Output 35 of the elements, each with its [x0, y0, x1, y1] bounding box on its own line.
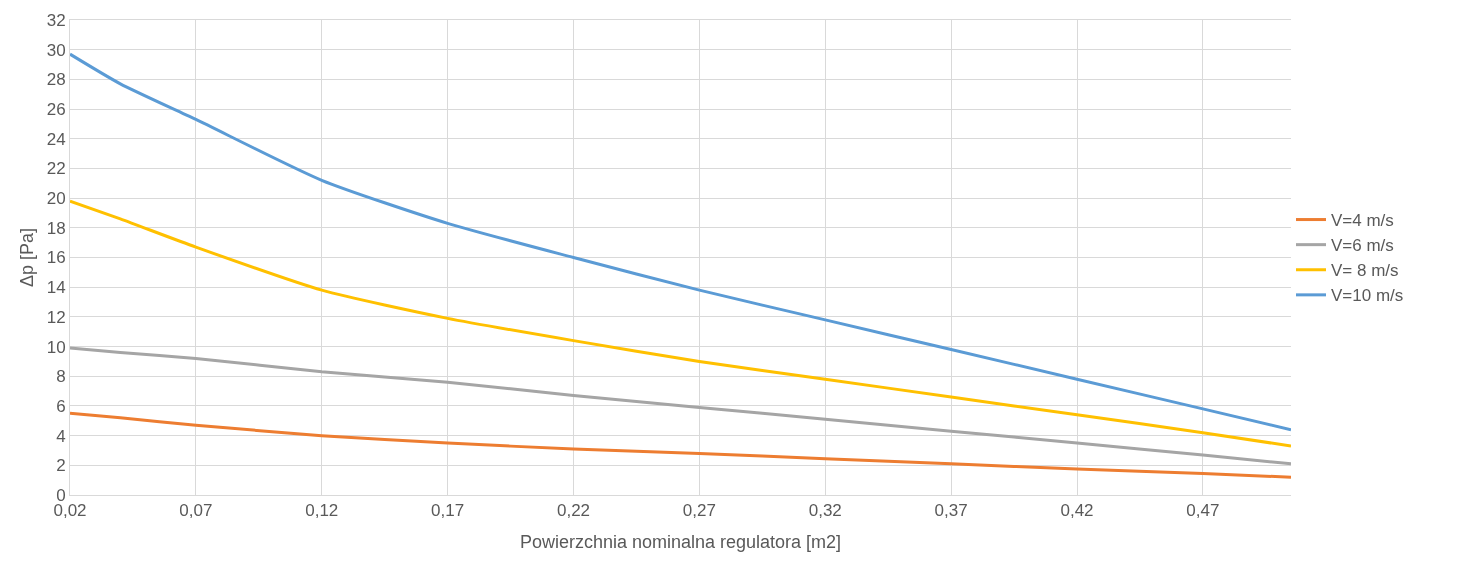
y-tick-label: 6 [56, 396, 66, 416]
x-axis-title: Powierzchnia nominalna regulatora [m2] [519, 531, 842, 552]
legend-label: V= 8 m/s [1331, 261, 1399, 281]
y-tick-label: 10 [46, 337, 66, 357]
x-tick-label: 0,32 [808, 501, 842, 521]
y-tick-label: 2 [56, 456, 66, 476]
line-series [70, 346, 1291, 466]
legend-label: V=4 m/s [1331, 211, 1394, 231]
y-axis-title: Δp [Pa] [16, 227, 37, 288]
y-tick-label: 28 [46, 70, 66, 90]
y-tick-label: 32 [46, 10, 66, 30]
y-tick-label: 16 [46, 248, 66, 268]
y-tick-label: 30 [46, 40, 66, 60]
y-tick-label: 8 [56, 367, 66, 387]
x-tick-label: 0,12 [305, 501, 339, 521]
x-tick-label: 0,47 [1186, 501, 1220, 521]
x-tick-label: 0,37 [934, 501, 968, 521]
y-tick-label: 18 [46, 218, 66, 238]
legend-label: V=6 m/s [1331, 236, 1394, 256]
x-tick-label: 0,07 [179, 501, 213, 521]
line-series [70, 199, 1291, 448]
line-series [70, 411, 1291, 479]
line-series [70, 52, 1291, 432]
y-tick-label: 22 [46, 159, 66, 179]
y-tick-label: 12 [46, 307, 66, 327]
x-tick-label: 0,27 [682, 501, 716, 521]
y-tick-label: 24 [46, 129, 66, 149]
y-tick-label: 4 [56, 426, 66, 446]
x-tick-label: 0,22 [556, 501, 591, 521]
legend-label: V=10 m/s [1331, 286, 1404, 306]
x-tick-label: 0,42 [1060, 501, 1094, 521]
y-tick-label: 26 [46, 100, 66, 120]
x-tick-label: 0,17 [431, 501, 465, 521]
y-tick-label: 14 [46, 278, 66, 298]
y-tick-label: 20 [46, 189, 66, 209]
